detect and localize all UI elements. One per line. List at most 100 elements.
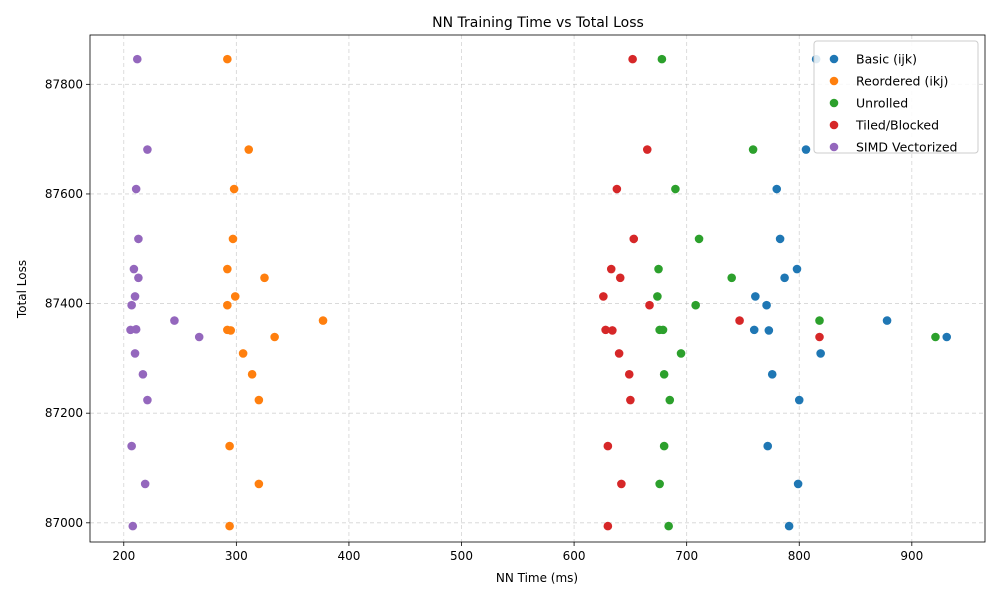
- legend-entry-label: Reordered (ikj): [856, 74, 948, 89]
- data-point: [793, 479, 803, 489]
- data-point: [134, 234, 143, 244]
- y-tick-label: 87400: [45, 297, 83, 311]
- data-point: [130, 292, 140, 301]
- data-point: [815, 332, 824, 342]
- data-point: [645, 300, 654, 310]
- x-tick-label: 700: [675, 549, 698, 563]
- data-point: [223, 264, 232, 274]
- data-point: [691, 300, 700, 310]
- data-point: [658, 325, 668, 335]
- data-point: [131, 325, 141, 334]
- data-point: [223, 54, 232, 64]
- data-point: [606, 264, 616, 274]
- y-tick-label: 87600: [45, 187, 83, 201]
- data-point: [244, 145, 254, 154]
- data-point: [254, 479, 264, 489]
- data-point: [129, 264, 139, 274]
- data-point: [762, 300, 771, 310]
- data-point: [772, 184, 782, 194]
- legend-frame: [813, 40, 979, 154]
- data-point: [642, 145, 652, 154]
- data-point: [727, 273, 736, 283]
- data-point: [225, 441, 234, 451]
- data-point: [140, 479, 150, 489]
- data-point: [763, 441, 773, 451]
- data-point: [815, 316, 824, 325]
- legend-marker: [829, 120, 839, 130]
- plot-frame: [89, 34, 986, 543]
- data-point: [225, 521, 234, 531]
- data-point: [127, 300, 136, 310]
- data-point: [143, 145, 152, 154]
- data-point: [749, 325, 759, 335]
- legend-entry-label: Tiled/Blocked: [855, 118, 939, 133]
- data-point: [767, 369, 777, 379]
- y-tick-label: 87800: [45, 77, 83, 91]
- data-point: [228, 234, 238, 244]
- data-point: [254, 395, 264, 405]
- y-tick-label: 87000: [45, 516, 83, 530]
- data-point: [626, 395, 635, 405]
- x-tick-label: 200: [112, 549, 135, 563]
- data-point: [229, 184, 239, 194]
- data-point: [676, 349, 686, 358]
- data-point: [780, 273, 789, 283]
- legend-marker: [829, 98, 839, 108]
- data-point: [931, 332, 940, 342]
- legend-marker: [829, 54, 839, 64]
- data-point: [599, 292, 608, 301]
- data-point: [629, 234, 639, 244]
- data-point: [942, 332, 952, 342]
- x-tick-label: 800: [788, 549, 811, 563]
- x-tick-label: 500: [450, 549, 473, 563]
- data-point: [882, 316, 892, 325]
- data-point: [603, 441, 613, 451]
- data-point: [132, 54, 142, 64]
- data-point: [260, 273, 269, 283]
- data-point: [143, 395, 152, 405]
- data-point: [665, 395, 675, 405]
- data-point: [664, 521, 673, 531]
- data-point: [134, 273, 143, 283]
- legend: Basic (ijk) Reordered (ikj) Unrolled Tiled/…: [813, 40, 979, 155]
- data-point: [230, 292, 240, 301]
- data-point: [318, 316, 328, 325]
- data-point: [628, 54, 637, 64]
- data-point: [659, 441, 669, 451]
- data-point: [226, 326, 236, 335]
- data-point: [653, 292, 662, 301]
- data-point: [612, 184, 622, 194]
- data-point: [794, 395, 804, 405]
- data-points: [126, 54, 952, 531]
- data-point: [131, 184, 141, 194]
- data-point: [792, 264, 802, 274]
- x-tick-label: 400: [337, 549, 360, 563]
- data-point: [801, 145, 811, 154]
- data-point: [223, 300, 232, 310]
- data-point: [170, 316, 179, 325]
- data-point: [238, 349, 248, 358]
- data-point: [247, 369, 257, 379]
- y-axis-label: Total Loss: [15, 260, 29, 319]
- x-tick-label: 600: [563, 549, 586, 563]
- data-point: [614, 349, 624, 358]
- legend-marker: [829, 76, 839, 86]
- data-point: [748, 145, 758, 154]
- data-point: [194, 332, 204, 342]
- data-point: [138, 369, 148, 379]
- data-point: [127, 441, 136, 451]
- data-point: [659, 369, 669, 379]
- x-tick-label: 900: [900, 549, 923, 563]
- data-point: [735, 316, 744, 325]
- data-point: [657, 54, 667, 64]
- data-point: [624, 369, 634, 379]
- y-tick-label: 87200: [45, 406, 83, 420]
- legend-marker: [829, 142, 839, 152]
- data-point: [130, 349, 140, 358]
- data-point: [694, 234, 704, 244]
- data-point: [601, 325, 610, 335]
- axis-ticks: 200 300 400 500 600 700 800 900 87000 87200 87400 8…: [45, 77, 923, 563]
- data-point: [608, 326, 617, 335]
- data-point: [751, 292, 760, 301]
- x-axis-label: NN Time (ms): [496, 571, 578, 585]
